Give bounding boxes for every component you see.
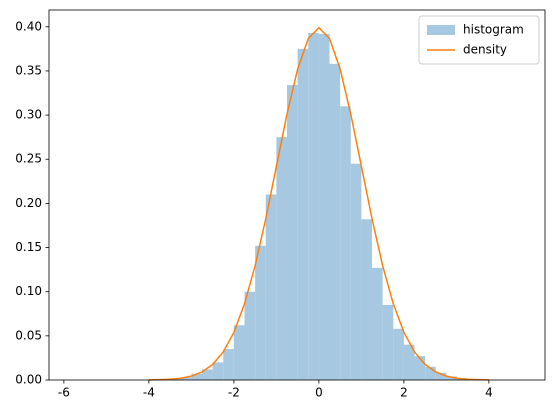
bar (191, 373, 203, 380)
bar (425, 366, 436, 380)
bar (255, 245, 266, 380)
y-tick-label: 0.25 (15, 152, 42, 166)
bar (361, 219, 373, 380)
bar (393, 328, 404, 380)
bar (287, 85, 298, 381)
bar (244, 291, 256, 380)
y-tick-label: 0.10 (15, 284, 42, 298)
bar (414, 356, 426, 380)
bar (233, 325, 245, 380)
bar (350, 163, 362, 380)
legend-label: histogram (463, 23, 524, 37)
bar (435, 372, 447, 380)
bar (202, 369, 213, 380)
x-tick-label: 4 (485, 386, 493, 400)
x-tick-label: 0 (315, 386, 323, 400)
bar (170, 379, 181, 380)
bar (265, 194, 277, 380)
y-tick-label: 0.15 (15, 240, 42, 254)
bar (276, 137, 288, 380)
bar (382, 304, 394, 380)
bar (212, 362, 224, 380)
legend-swatch (427, 25, 455, 35)
bar (403, 344, 415, 380)
bar (329, 63, 341, 381)
y-tick-label: 0.35 (15, 63, 42, 77)
bar (372, 267, 383, 380)
bar (318, 33, 330, 381)
legend-label: density (463, 43, 507, 57)
x-tick-label: -4 (143, 386, 155, 400)
bar (223, 349, 234, 380)
bar (180, 377, 192, 380)
y-tick-label: 0.20 (15, 196, 42, 210)
bar (308, 32, 319, 381)
axes-frame (48, 9, 546, 381)
x-tick-label: -2 (228, 386, 240, 400)
y-tick-label: 0.05 (15, 328, 42, 342)
bar (340, 106, 351, 380)
y-tick-label: 0.40 (15, 19, 42, 33)
bar (446, 376, 458, 380)
x-tick-label: 2 (400, 386, 408, 400)
bar (297, 48, 309, 380)
density-line (148, 26, 489, 381)
y-tick-label: 0.30 (15, 108, 42, 122)
x-tick-label: -6 (58, 386, 70, 400)
y-tick-label: 0.00 (15, 373, 42, 387)
